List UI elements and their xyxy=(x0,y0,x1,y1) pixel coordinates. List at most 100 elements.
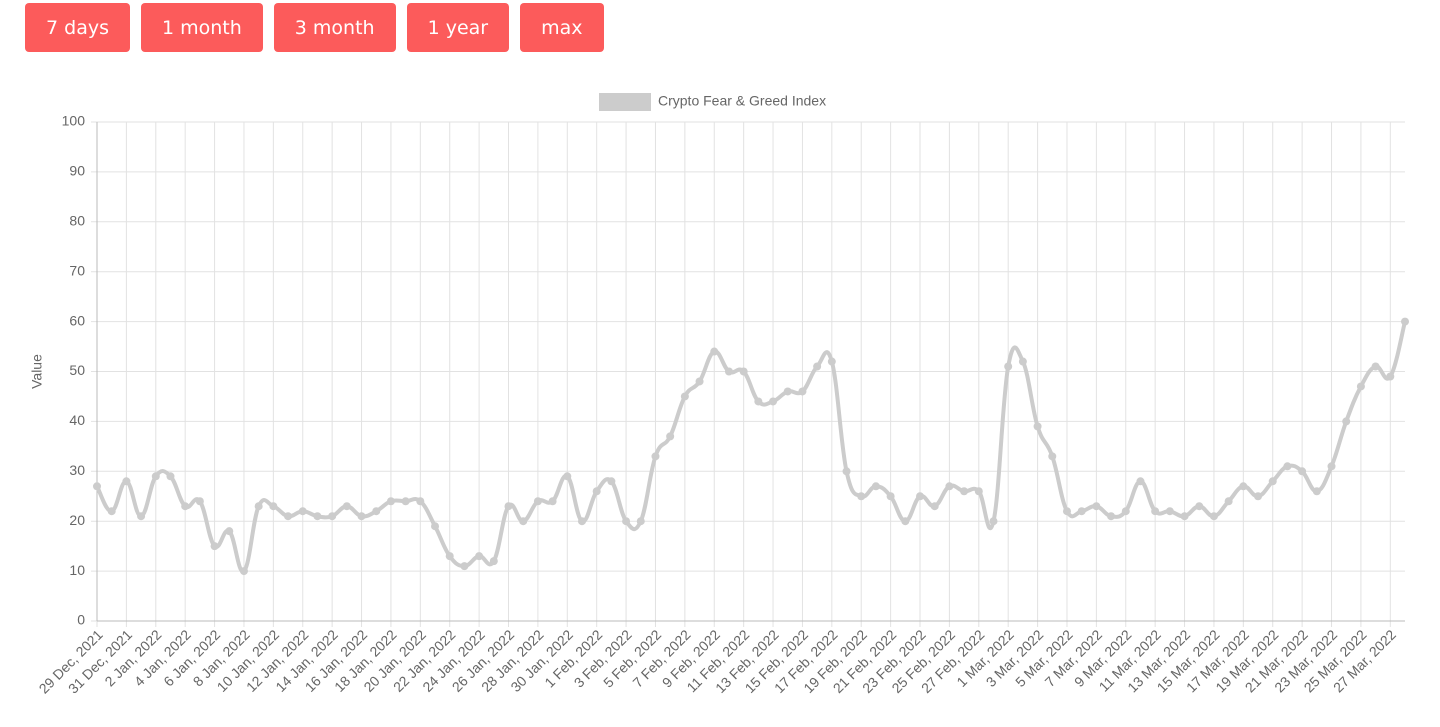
data-point xyxy=(563,472,572,481)
data-point xyxy=(857,492,866,501)
legend-label: Crypto Fear & Greed Index xyxy=(658,93,826,109)
data-point xyxy=(1312,487,1321,496)
y-tick-label: 40 xyxy=(69,412,85,428)
data-point xyxy=(1180,512,1189,521)
range-button[interactable]: 1 year xyxy=(406,3,510,52)
data-point xyxy=(1107,512,1116,521)
y-tick-label: 90 xyxy=(69,163,85,179)
data-point xyxy=(328,512,337,521)
data-point xyxy=(1298,467,1307,476)
data-point xyxy=(1136,477,1145,486)
data-point xyxy=(225,527,234,536)
y-tick-label: 0 xyxy=(77,612,85,628)
data-point xyxy=(695,377,704,386)
data-point xyxy=(666,432,675,441)
data-point xyxy=(195,497,204,506)
range-button[interactable]: max xyxy=(520,3,604,52)
data-point xyxy=(710,347,719,356)
data-point xyxy=(1077,507,1086,516)
data-point xyxy=(1165,507,1174,516)
data-point xyxy=(269,502,278,511)
data-point xyxy=(401,497,410,506)
data-point xyxy=(137,512,146,521)
series-line xyxy=(95,321,1407,574)
data-point xyxy=(181,502,190,511)
data-point xyxy=(239,567,248,576)
data-point xyxy=(842,467,851,476)
data-point xyxy=(372,507,381,516)
data-point xyxy=(607,477,616,486)
data-point xyxy=(1121,507,1130,516)
range-button[interactable]: 3 month xyxy=(273,3,396,52)
data-point xyxy=(533,497,542,506)
data-point xyxy=(916,492,925,501)
data-point xyxy=(1327,462,1336,471)
data-point xyxy=(680,392,689,401)
range-button[interactable]: 1 month xyxy=(140,3,263,52)
data-point xyxy=(1048,452,1057,461)
data-point xyxy=(122,477,131,486)
data-point xyxy=(754,397,763,406)
data-point xyxy=(592,487,601,496)
y-tick-label: 10 xyxy=(69,562,85,578)
data-point xyxy=(284,512,293,521)
data-point xyxy=(636,517,645,526)
data-point xyxy=(342,502,351,511)
y-axis-title: Value xyxy=(29,354,45,389)
y-tick-label: 70 xyxy=(69,262,85,278)
y-tick-label: 50 xyxy=(69,362,85,378)
data-point xyxy=(945,482,954,491)
data-point xyxy=(1151,507,1160,516)
data-point xyxy=(313,512,322,521)
data-point xyxy=(357,512,366,521)
data-point xyxy=(886,492,895,501)
data-point xyxy=(651,452,660,461)
data-point xyxy=(386,497,395,506)
data-point xyxy=(93,482,101,491)
data-point xyxy=(798,387,807,396)
y-tick-label: 100 xyxy=(62,113,86,129)
y-tick-label: 30 xyxy=(69,462,85,478)
data-point xyxy=(475,552,484,561)
data-point xyxy=(1209,512,1218,521)
data-point xyxy=(548,497,557,506)
data-point xyxy=(298,507,307,516)
data-point xyxy=(1195,502,1204,511)
data-point xyxy=(930,502,939,511)
range-button[interactable]: 7 days xyxy=(25,3,130,52)
data-point xyxy=(445,552,454,561)
data-point xyxy=(1254,492,1263,501)
data-point xyxy=(1342,417,1351,426)
data-point xyxy=(783,387,792,396)
data-point xyxy=(622,517,631,526)
data-point xyxy=(1018,357,1027,366)
data-point xyxy=(254,502,263,511)
data-point xyxy=(210,542,219,551)
data-point xyxy=(1386,372,1395,381)
data-point xyxy=(901,517,910,526)
data-point xyxy=(739,367,748,376)
data-point xyxy=(577,517,586,526)
data-point xyxy=(974,487,983,496)
data-point xyxy=(460,562,469,571)
y-tick-label: 20 xyxy=(69,512,85,528)
data-point xyxy=(151,472,160,481)
data-point xyxy=(416,497,425,506)
data-point xyxy=(827,357,836,366)
data-point xyxy=(989,517,998,526)
data-point xyxy=(519,517,528,526)
data-point xyxy=(431,522,440,531)
data-point xyxy=(1356,382,1365,391)
data-point xyxy=(960,487,969,496)
data-point xyxy=(1239,482,1248,491)
data-point xyxy=(1033,422,1042,431)
data-point xyxy=(1401,317,1409,326)
data-point xyxy=(813,362,822,371)
data-point xyxy=(1371,362,1380,371)
data-point xyxy=(1004,362,1013,371)
data-point xyxy=(504,502,513,511)
y-tick-label: 60 xyxy=(69,312,85,328)
data-point xyxy=(1092,502,1101,511)
data-point xyxy=(107,507,116,516)
